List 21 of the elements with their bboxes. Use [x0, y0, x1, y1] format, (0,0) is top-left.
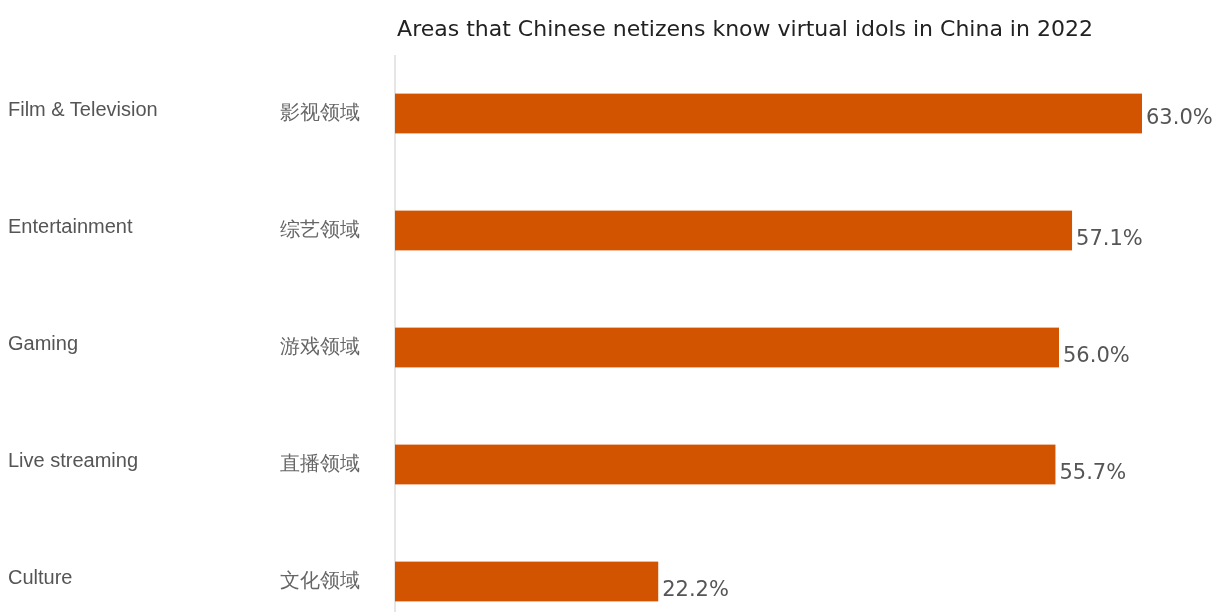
y-tick-label: 文化领域 [280, 568, 360, 592]
text: Live streaming [8, 448, 139, 471]
data-label: 56.0% [1063, 342, 1130, 367]
y-tick-label: 直播领域 [280, 451, 360, 475]
y-tick-label: 影视领域 [280, 100, 360, 124]
bar [395, 561, 659, 602]
y-tick-label: 游戏领域 [280, 334, 360, 358]
text: Gaming [8, 331, 79, 354]
data-label: 63.0% [1146, 104, 1213, 129]
text: Entertainment [8, 214, 133, 237]
data-label: 57.1% [1076, 225, 1143, 250]
bar [395, 93, 1142, 134]
bar [395, 210, 1073, 251]
bar [395, 327, 1059, 368]
data-label: 22.2% [662, 576, 729, 601]
text: Culture [8, 565, 73, 588]
text: Film & Television [8, 97, 158, 120]
chart-title: Areas that Chinese netizens know virtual idols in China in 2022 [397, 16, 1093, 41]
y-tick-label: 综艺领域 [280, 217, 360, 241]
bar [395, 444, 1056, 485]
data-label: 55.7% [1059, 459, 1127, 484]
